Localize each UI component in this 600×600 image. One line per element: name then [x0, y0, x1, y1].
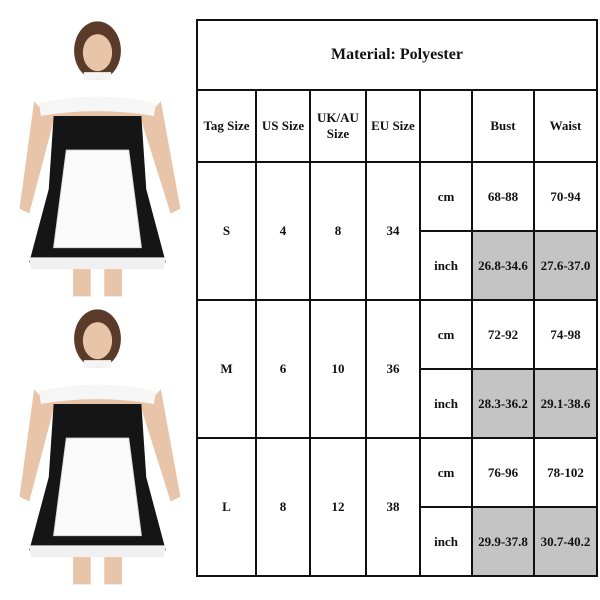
header-row: Tag Size US Size UK/AU Size EU Size Bust… — [196, 89, 598, 163]
unit-cell: inch — [419, 230, 473, 301]
ukau-size-cell: 12 — [309, 437, 367, 577]
header-us-size: US Size — [255, 89, 311, 163]
us-size-cell: 4 — [255, 161, 311, 301]
bust-cell: 68-88 — [471, 161, 535, 232]
unit-cell: inch — [419, 506, 473, 577]
product-photo-1 — [0, 10, 195, 300]
waist-cell: 74-98 — [533, 299, 598, 370]
header-ukau-size: UK/AU Size — [309, 89, 367, 163]
us-size-cell: 6 — [255, 299, 311, 439]
header-waist: Waist — [533, 89, 598, 163]
waist-cell: 30.7-40.2 — [533, 506, 598, 577]
unit-cell: cm — [419, 299, 473, 370]
header-tag-size: Tag Size — [196, 89, 257, 163]
table-row-m-cm: M 6 10 36 cm 72-92 74-98 — [196, 299, 598, 439]
unit-cell: cm — [419, 161, 473, 232]
eu-size-cell: 36 — [365, 299, 421, 439]
bust-cell: 72-92 — [471, 299, 535, 370]
material-title: Material: Polyester — [196, 19, 598, 91]
bust-cell: 76-96 — [471, 437, 535, 508]
table-row-l-inch: inch 29.9-37.8 30.7-40.2 — [197, 506, 598, 577]
waist-cell: 78-102 — [533, 437, 598, 508]
waist-cell: 29.1-38.6 — [533, 368, 598, 439]
header-bust: Bust — [471, 89, 535, 163]
eu-size-cell: 38 — [365, 437, 421, 577]
eu-size-cell: 34 — [365, 161, 421, 301]
table-row-s-cm: S 4 8 34 cm 68-88 70-94 — [196, 161, 598, 301]
us-size-cell: 8 — [255, 437, 311, 577]
bust-cell: 28.3-36.2 — [471, 368, 535, 439]
waist-cell: 70-94 — [533, 161, 598, 232]
size-chart-table: Material: Polyester Tag Size US Size UK/… — [196, 19, 598, 577]
table-row-l-cm: L 8 12 38 cm 76-96 78-102 — [196, 437, 598, 577]
product-photo-2 — [0, 298, 195, 588]
header-eu-size: EU Size — [365, 89, 421, 163]
tag-size-cell: M — [196, 299, 257, 439]
ukau-size-cell: 10 — [309, 299, 367, 439]
unit-cell: cm — [419, 437, 473, 508]
header-unit — [419, 89, 473, 163]
unit-cell: inch — [419, 368, 473, 439]
table-row-s-inch: inch 26.8-34.6 27.6-37.0 — [197, 230, 598, 301]
waist-cell: 27.6-37.0 — [533, 230, 598, 301]
tag-size-cell: L — [196, 437, 257, 577]
bust-cell: 29.9-37.8 — [471, 506, 535, 577]
table-row-m-inch: inch 28.3-36.2 29.1-38.6 — [197, 368, 598, 439]
bust-cell: 26.8-34.6 — [471, 230, 535, 301]
ukau-size-cell: 8 — [309, 161, 367, 301]
tag-size-cell: S — [196, 161, 257, 301]
